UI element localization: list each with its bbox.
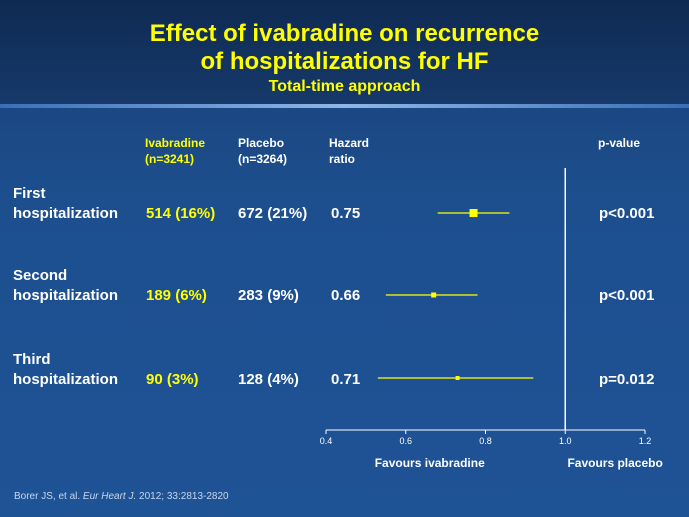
- title-band: [0, 0, 689, 104]
- header-placebo-name: Placebo: [238, 136, 285, 150]
- row-1-placebo: 672 (21%): [238, 205, 308, 222]
- header-placebo-n: (n=3264): [238, 152, 288, 166]
- row-2-hr: 0.66: [331, 287, 361, 304]
- header-hazard: Hazard: [329, 136, 370, 150]
- footer-journal: Eur Heart J.: [82, 491, 137, 502]
- row-2-placebo: 283 (9%): [238, 287, 299, 304]
- subtitle: Total-time approach: [268, 78, 421, 95]
- row-3-label-line-2: hospitalization: [13, 371, 118, 388]
- header-hazard-ratio: Hazard ratio: [329, 135, 369, 167]
- header-ivabradine-n: (n=3241): [145, 152, 195, 166]
- footer-citation: Borer JS, et al. Eur Heart J. 2012; 33:2…: [14, 491, 229, 502]
- header-placebo: Placebo (n=3264): [238, 135, 287, 167]
- hr-marker: [431, 292, 437, 298]
- row-2-label: Second hospitalization: [13, 266, 118, 306]
- row-3-hr: 0.71: [331, 371, 361, 388]
- row-3-ivabradine: 90 (3%): [146, 371, 199, 388]
- row-2-label-line-2: hospitalization: [13, 287, 118, 304]
- hr-marker: [455, 376, 460, 380]
- row-3-pvalue: p=0.012: [599, 371, 655, 388]
- header-ivabradine: Ivabradine (n=3241): [145, 135, 205, 167]
- row-2-label-line-1: Second: [13, 267, 68, 284]
- x-tick-label: 0.4: [320, 436, 333, 446]
- row-1-label-line-1: First: [13, 185, 46, 202]
- row-1-hr: 0.75: [331, 205, 361, 222]
- title-divider: [0, 104, 689, 108]
- row-1-ivabradine: 514 (16%): [146, 205, 216, 222]
- footer-reference: 2012; 33:2813-2820: [136, 491, 229, 502]
- x-tick-label: 0.6: [399, 436, 412, 446]
- row-3-label: Third hospitalization: [13, 350, 118, 390]
- row-1-label: First hospitalization: [13, 184, 118, 224]
- title-line-2: of hospitalizations for HF: [200, 48, 489, 75]
- row-2-ivabradine: 189 (6%): [146, 287, 207, 304]
- x-tick-label: 1.2: [639, 436, 652, 446]
- x-tick-label: 1.0: [559, 436, 572, 446]
- footer-authors: Borer JS, et al.: [14, 491, 83, 502]
- row-3-label-line-1: Third: [13, 351, 51, 368]
- title-line-1: Effect of ivabradine on recurrence: [149, 20, 540, 47]
- header-ratio: ratio: [329, 152, 356, 166]
- row-3-placebo: 128 (4%): [238, 371, 299, 388]
- favours-placebo-label: Favours placebo: [567, 456, 662, 470]
- row-2-pvalue: p<0.001: [599, 287, 655, 304]
- favours-ivabradine-label: Favours ivabradine: [375, 456, 485, 470]
- x-tick-label: 0.8: [479, 436, 492, 446]
- header-ivabradine-name: Ivabradine: [145, 136, 206, 150]
- row-1-pvalue: p<0.001: [599, 205, 655, 222]
- row-1-label-line-2: hospitalization: [13, 205, 118, 222]
- header-pvalue: p-value: [598, 136, 641, 150]
- hr-marker: [469, 209, 478, 217]
